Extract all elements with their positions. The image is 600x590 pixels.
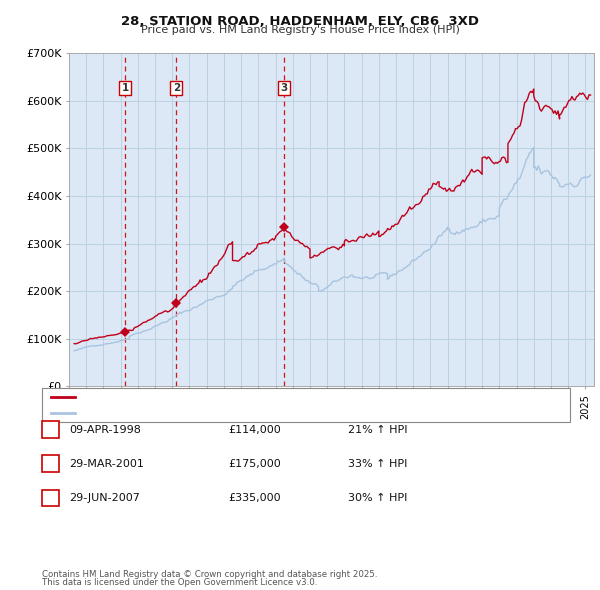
Text: £335,000: £335,000 — [228, 493, 281, 503]
Text: 30% ↑ HPI: 30% ↑ HPI — [348, 493, 407, 503]
Text: 1: 1 — [122, 83, 129, 93]
Text: 33% ↑ HPI: 33% ↑ HPI — [348, 459, 407, 468]
Text: £114,000: £114,000 — [228, 425, 281, 434]
Text: 3: 3 — [280, 83, 287, 93]
Text: HPI: Average price, detached house, East Cambridgeshire: HPI: Average price, detached house, East… — [79, 408, 381, 418]
Text: 1: 1 — [47, 425, 54, 434]
Text: 3: 3 — [47, 493, 54, 503]
Text: 2: 2 — [47, 459, 54, 468]
Text: 29-JUN-2007: 29-JUN-2007 — [69, 493, 140, 503]
Text: 29-MAR-2001: 29-MAR-2001 — [69, 459, 144, 468]
Text: £175,000: £175,000 — [228, 459, 281, 468]
Text: Contains HM Land Registry data © Crown copyright and database right 2025.: Contains HM Land Registry data © Crown c… — [42, 570, 377, 579]
Text: 2: 2 — [173, 83, 180, 93]
Text: 28, STATION ROAD, HADDENHAM, ELY, CB6  3XD: 28, STATION ROAD, HADDENHAM, ELY, CB6 3X… — [121, 15, 479, 28]
Text: Price paid vs. HM Land Registry's House Price Index (HPI): Price paid vs. HM Land Registry's House … — [140, 25, 460, 35]
Text: This data is licensed under the Open Government Licence v3.0.: This data is licensed under the Open Gov… — [42, 578, 317, 587]
Text: 21% ↑ HPI: 21% ↑ HPI — [348, 425, 407, 434]
Text: 28, STATION ROAD, HADDENHAM, ELY, CB6 3XD (detached house): 28, STATION ROAD, HADDENHAM, ELY, CB6 3X… — [79, 392, 424, 402]
Text: 09-APR-1998: 09-APR-1998 — [69, 425, 141, 434]
